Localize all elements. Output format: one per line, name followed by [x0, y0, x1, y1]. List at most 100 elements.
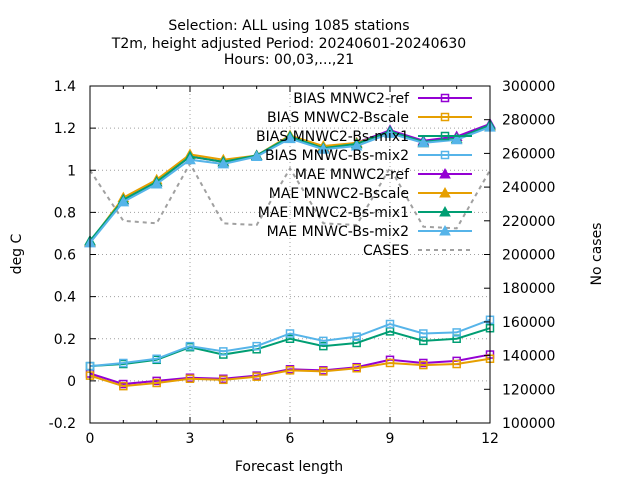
- series-1: [85, 354, 495, 391]
- legend-label: CASES: [363, 243, 409, 259]
- series-line: [89, 318, 491, 368]
- data-point: [419, 329, 428, 338]
- legend-item: MAE MNWC2-Bscale: [269, 186, 472, 202]
- chart-title-line-3: Hours: 00,03,...,21: [224, 52, 354, 68]
- data-point: [440, 150, 450, 160]
- legend-item: BIAS MNWC2-Bscale: [267, 110, 472, 126]
- y-tick-label: 0.6: [54, 248, 76, 264]
- legend-label: BIAS MNWC2-ref: [293, 91, 410, 107]
- y2-tick-label: 220000: [502, 214, 555, 230]
- data-point: [452, 328, 461, 337]
- data-point: [219, 375, 228, 385]
- data-point: [417, 136, 430, 148]
- y2-tick-label: 100000: [502, 416, 555, 432]
- x-tick-label: 9: [386, 431, 395, 447]
- legend-label: BIAS MNWC-Bs-mix2: [265, 148, 409, 164]
- data-point: [350, 139, 363, 151]
- data-point: [285, 329, 295, 338]
- data-point: [252, 372, 261, 381]
- y2-tick-label: 280000: [502, 113, 555, 129]
- y-tick-label: 0.8: [54, 205, 76, 221]
- series-8: [89, 161, 491, 230]
- series-layer: [84, 117, 496, 391]
- data-point: [319, 367, 328, 376]
- data-point: [452, 359, 461, 369]
- legend-label: BIAS MNWC2-Bscale: [267, 110, 409, 126]
- data-point: [250, 150, 263, 162]
- data-point: [152, 354, 161, 364]
- legend-label: BIAS MNWC2-Bs-mix1: [256, 129, 409, 145]
- data-point: [352, 332, 361, 341]
- x-tick-label: 12: [481, 431, 499, 447]
- legend-item: MAE MNWC-Bs-mix2: [267, 224, 472, 240]
- data-point: [317, 143, 330, 154]
- data-point: [217, 157, 230, 169]
- y-tick-label: -0.2: [49, 416, 76, 432]
- y2-tick-label: 180000: [502, 281, 555, 297]
- y2-tick-label: 140000: [502, 349, 555, 365]
- y2-tick-label: 200000: [502, 248, 555, 264]
- chart-title-line-2: T2m, height adjusted Period: 20240601-20…: [111, 36, 466, 52]
- x-tick-label: 6: [286, 431, 295, 447]
- axis-ticks: 0 3 6 9 12 -0.2 0 0.2 0.4 0.6 0.8 1 1.2 1.4 100000 1200…: [49, 79, 556, 447]
- data-point: [440, 131, 450, 141]
- data-point: [440, 112, 450, 122]
- series-line: [89, 327, 491, 368]
- y2-tick-label: 260000: [502, 146, 555, 162]
- data-point: [184, 153, 196, 165]
- y-axis-label: deg C: [9, 233, 25, 274]
- data-point: [439, 224, 451, 236]
- data-point: [439, 167, 451, 179]
- data-point: [252, 341, 261, 351]
- legend: BIAS MNWC2-ref BIAS MNWC2-Bscale BIAS MNWC…: [256, 91, 472, 259]
- legend-item: BIAS MNWC2-ref: [293, 91, 472, 107]
- data-point: [440, 93, 450, 103]
- data-point: [319, 336, 328, 346]
- series-line: [89, 353, 491, 386]
- data-point: [152, 378, 161, 388]
- chart-title-line-1: Selection: ALL using 1085 stations: [168, 18, 409, 34]
- data-point: [319, 341, 328, 351]
- y2-tick-label: 300000: [502, 79, 555, 95]
- data-point: [119, 381, 128, 391]
- legend-item: BIAS MNWC2-Bs-mix1: [256, 129, 472, 145]
- data-point: [285, 334, 295, 343]
- y-tick-label: 1.2: [54, 121, 76, 137]
- y-tick-label: 1.4: [54, 79, 76, 95]
- data-point: [185, 341, 195, 351]
- y2-axis-label: No cases: [589, 223, 605, 286]
- x-tick-label: 0: [86, 431, 95, 447]
- legend-item: MAE MNWC2-ref: [295, 167, 472, 183]
- series-3: [85, 315, 495, 371]
- y2-tick-label: 240000: [502, 180, 555, 196]
- data-point: [384, 127, 396, 138]
- data-point: [117, 195, 130, 207]
- data-point: [385, 358, 395, 368]
- y-tick-label: 1: [67, 163, 76, 179]
- series-line: [89, 161, 491, 230]
- data-point: [352, 363, 361, 373]
- x-tick-label: 3: [186, 431, 195, 447]
- legend-item: CASES: [363, 243, 472, 259]
- data-point: [439, 205, 451, 217]
- data-point: [185, 374, 195, 384]
- legend-item: MAE MNWC2-Bs-mix1: [258, 205, 472, 221]
- data-point: [419, 360, 428, 370]
- data-point: [119, 358, 128, 368]
- legend-label: MAE MNWC2-ref: [295, 167, 410, 183]
- legend-label: MAE MNWC-Bs-mix2: [267, 224, 409, 240]
- data-point: [385, 319, 395, 329]
- y-tick-label: 0: [67, 374, 76, 390]
- data-point: [284, 132, 296, 144]
- y-tick-label: 0.4: [54, 290, 76, 306]
- data-point: [285, 366, 295, 375]
- y-tick-label: 0.2: [54, 332, 76, 348]
- legend-label: MAE MNWC2-Bs-mix1: [258, 205, 409, 221]
- legend-item: BIAS MNWC-Bs-mix2: [265, 148, 472, 164]
- data-point: [150, 177, 163, 189]
- y2-tick-label: 120000: [502, 382, 555, 398]
- series-line: [89, 357, 491, 388]
- x-axis-label: Forecast length: [235, 459, 343, 475]
- data-point: [219, 347, 228, 356]
